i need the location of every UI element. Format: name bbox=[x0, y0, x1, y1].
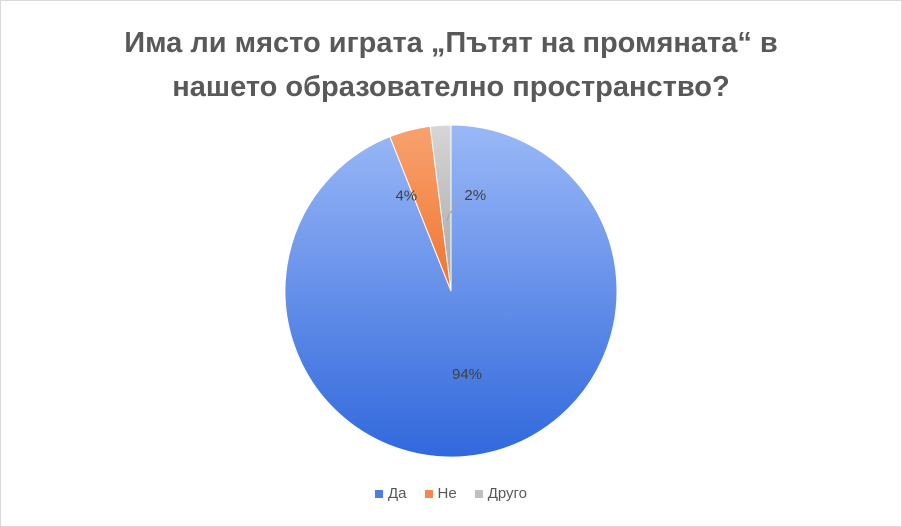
legend-item-no: Не bbox=[424, 485, 457, 502]
legend-swatch-no bbox=[424, 489, 433, 498]
legend-label-other: Друго bbox=[487, 485, 528, 502]
data-label-yes: 94% bbox=[452, 366, 482, 383]
data-label-no: 4% bbox=[395, 188, 417, 205]
legend-swatch-yes bbox=[374, 489, 383, 498]
legend-swatch-other bbox=[474, 489, 483, 498]
legend-item-yes: Да bbox=[374, 485, 407, 502]
pie-slice-other bbox=[429, 124, 452, 292]
legend-label-yes: Да bbox=[387, 485, 407, 502]
data-label-other: 2% bbox=[464, 187, 486, 204]
chart-title: Има ли място играта „Пътят на промяната“… bbox=[1, 21, 901, 109]
chart-title-line-1: Има ли място играта „Пътят на промяната“… bbox=[124, 27, 778, 59]
legend-label-no: Не bbox=[437, 485, 457, 502]
leader-line-other bbox=[446, 195, 462, 222]
chart-title-line-2: нашето образователно пространство? bbox=[172, 71, 730, 103]
legend: Да Не Друго bbox=[1, 485, 901, 502]
legend-item-other: Друго bbox=[474, 485, 528, 502]
